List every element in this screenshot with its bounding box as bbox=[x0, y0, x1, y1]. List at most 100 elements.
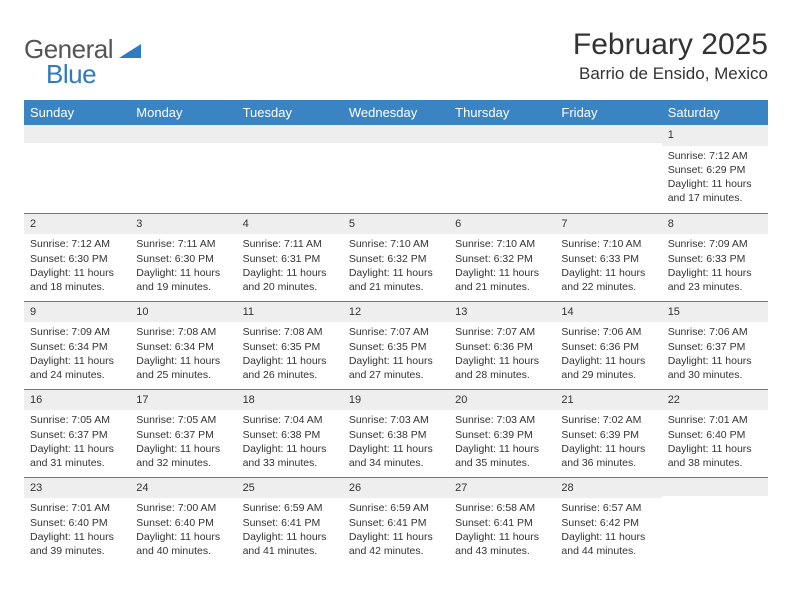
day-number: 26 bbox=[343, 478, 449, 499]
day-header-row: SundayMondayTuesdayWednesdayThursdayFrid… bbox=[24, 100, 768, 125]
day-number: 28 bbox=[555, 478, 661, 499]
day-cell: 25Sunrise: 6:59 AMSunset: 6:41 PMDayligh… bbox=[237, 477, 343, 565]
day-detail: Sunrise: 7:03 AMSunset: 6:39 PMDaylight:… bbox=[449, 410, 555, 476]
day-cell: 12Sunrise: 7:07 AMSunset: 6:35 PMDayligh… bbox=[343, 301, 449, 389]
day-detail: Sunrise: 7:09 AMSunset: 6:33 PMDaylight:… bbox=[662, 234, 768, 300]
day-cell: 26Sunrise: 6:59 AMSunset: 6:41 PMDayligh… bbox=[343, 477, 449, 565]
day-detail: Sunrise: 7:02 AMSunset: 6:39 PMDaylight:… bbox=[555, 410, 661, 476]
day-cell: 20Sunrise: 7:03 AMSunset: 6:39 PMDayligh… bbox=[449, 389, 555, 477]
day-header: Sunday bbox=[24, 100, 130, 125]
week-row: 16Sunrise: 7:05 AMSunset: 6:37 PMDayligh… bbox=[24, 389, 768, 477]
day-cell: 24Sunrise: 7:00 AMSunset: 6:40 PMDayligh… bbox=[130, 477, 236, 565]
day-number: 13 bbox=[449, 302, 555, 323]
day-cell: 1Sunrise: 7:12 AMSunset: 6:29 PMDaylight… bbox=[662, 125, 768, 213]
day-number: 15 bbox=[662, 302, 768, 323]
day-detail: Sunrise: 7:06 AMSunset: 6:37 PMDaylight:… bbox=[662, 322, 768, 388]
day-number: 10 bbox=[130, 302, 236, 323]
day-cell: 19Sunrise: 7:03 AMSunset: 6:38 PMDayligh… bbox=[343, 389, 449, 477]
day-number: 25 bbox=[237, 478, 343, 499]
day-header: Monday bbox=[130, 100, 236, 125]
day-detail: Sunrise: 6:59 AMSunset: 6:41 PMDaylight:… bbox=[237, 498, 343, 564]
day-number: 12 bbox=[343, 302, 449, 323]
day-detail: Sunrise: 7:00 AMSunset: 6:40 PMDaylight:… bbox=[130, 498, 236, 564]
day-number bbox=[24, 125, 130, 143]
day-number: 6 bbox=[449, 214, 555, 235]
day-number: 18 bbox=[237, 390, 343, 411]
day-header: Friday bbox=[555, 100, 661, 125]
day-number: 11 bbox=[237, 302, 343, 323]
day-cell: 8Sunrise: 7:09 AMSunset: 6:33 PMDaylight… bbox=[662, 213, 768, 301]
day-detail: Sunrise: 7:05 AMSunset: 6:37 PMDaylight:… bbox=[24, 410, 130, 476]
day-cell: 21Sunrise: 7:02 AMSunset: 6:39 PMDayligh… bbox=[555, 389, 661, 477]
day-number: 27 bbox=[449, 478, 555, 499]
day-number: 24 bbox=[130, 478, 236, 499]
day-detail: Sunrise: 7:08 AMSunset: 6:34 PMDaylight:… bbox=[130, 322, 236, 388]
day-detail: Sunrise: 7:07 AMSunset: 6:35 PMDaylight:… bbox=[343, 322, 449, 388]
day-cell: 22Sunrise: 7:01 AMSunset: 6:40 PMDayligh… bbox=[662, 389, 768, 477]
logo-triangle-icon bbox=[119, 45, 141, 62]
day-number: 19 bbox=[343, 390, 449, 411]
day-header: Thursday bbox=[449, 100, 555, 125]
day-detail: Sunrise: 7:09 AMSunset: 6:34 PMDaylight:… bbox=[24, 322, 130, 388]
day-detail: Sunrise: 7:05 AMSunset: 6:37 PMDaylight:… bbox=[130, 410, 236, 476]
day-number bbox=[343, 125, 449, 143]
day-detail: Sunrise: 7:01 AMSunset: 6:40 PMDaylight:… bbox=[24, 498, 130, 564]
day-number: 21 bbox=[555, 390, 661, 411]
calendar-head: SundayMondayTuesdayWednesdayThursdayFrid… bbox=[24, 100, 768, 125]
day-number: 9 bbox=[24, 302, 130, 323]
day-number: 16 bbox=[24, 390, 130, 411]
day-detail: Sunrise: 6:57 AMSunset: 6:42 PMDaylight:… bbox=[555, 498, 661, 564]
logo: General Blue bbox=[24, 34, 141, 90]
day-cell: 16Sunrise: 7:05 AMSunset: 6:37 PMDayligh… bbox=[24, 389, 130, 477]
day-cell: 3Sunrise: 7:11 AMSunset: 6:30 PMDaylight… bbox=[130, 213, 236, 301]
day-detail: Sunrise: 7:10 AMSunset: 6:32 PMDaylight:… bbox=[343, 234, 449, 300]
logo-text-blue: Blue bbox=[46, 59, 141, 90]
day-number: 20 bbox=[449, 390, 555, 411]
day-cell: 18Sunrise: 7:04 AMSunset: 6:38 PMDayligh… bbox=[237, 389, 343, 477]
calendar-table: SundayMondayTuesdayWednesdayThursdayFrid… bbox=[24, 100, 768, 565]
day-cell: 6Sunrise: 7:10 AMSunset: 6:32 PMDaylight… bbox=[449, 213, 555, 301]
day-detail: Sunrise: 6:59 AMSunset: 6:41 PMDaylight:… bbox=[343, 498, 449, 564]
day-header: Saturday bbox=[662, 100, 768, 125]
day-cell: 4Sunrise: 7:11 AMSunset: 6:31 PMDaylight… bbox=[237, 213, 343, 301]
week-row: 9Sunrise: 7:09 AMSunset: 6:34 PMDaylight… bbox=[24, 301, 768, 389]
day-detail: Sunrise: 7:11 AMSunset: 6:31 PMDaylight:… bbox=[237, 234, 343, 300]
calendar-page: General Blue February 2025 Barrio de Ens… bbox=[0, 0, 792, 585]
day-header: Tuesday bbox=[237, 100, 343, 125]
day-cell: 7Sunrise: 7:10 AMSunset: 6:33 PMDaylight… bbox=[555, 213, 661, 301]
day-detail: Sunrise: 7:01 AMSunset: 6:40 PMDaylight:… bbox=[662, 410, 768, 476]
day-detail: Sunrise: 7:10 AMSunset: 6:33 PMDaylight:… bbox=[555, 234, 661, 300]
day-number bbox=[130, 125, 236, 143]
day-number: 22 bbox=[662, 390, 768, 411]
day-cell: 14Sunrise: 7:06 AMSunset: 6:36 PMDayligh… bbox=[555, 301, 661, 389]
day-number bbox=[449, 125, 555, 143]
day-cell: 9Sunrise: 7:09 AMSunset: 6:34 PMDaylight… bbox=[24, 301, 130, 389]
empty-cell bbox=[24, 125, 130, 213]
day-number: 8 bbox=[662, 214, 768, 235]
empty-cell bbox=[555, 125, 661, 213]
day-header: Wednesday bbox=[343, 100, 449, 125]
day-number bbox=[555, 125, 661, 143]
day-detail: Sunrise: 7:11 AMSunset: 6:30 PMDaylight:… bbox=[130, 234, 236, 300]
day-number bbox=[237, 125, 343, 143]
day-detail: Sunrise: 7:08 AMSunset: 6:35 PMDaylight:… bbox=[237, 322, 343, 388]
title-block: February 2025 Barrio de Ensido, Mexico bbox=[573, 28, 768, 84]
day-cell: 2Sunrise: 7:12 AMSunset: 6:30 PMDaylight… bbox=[24, 213, 130, 301]
day-number: 2 bbox=[24, 214, 130, 235]
calendar-body: 1Sunrise: 7:12 AMSunset: 6:29 PMDaylight… bbox=[24, 125, 768, 565]
location: Barrio de Ensido, Mexico bbox=[573, 64, 768, 84]
week-row: 2Sunrise: 7:12 AMSunset: 6:30 PMDaylight… bbox=[24, 213, 768, 301]
day-cell: 23Sunrise: 7:01 AMSunset: 6:40 PMDayligh… bbox=[24, 477, 130, 565]
day-cell: 10Sunrise: 7:08 AMSunset: 6:34 PMDayligh… bbox=[130, 301, 236, 389]
day-cell: 5Sunrise: 7:10 AMSunset: 6:32 PMDaylight… bbox=[343, 213, 449, 301]
day-detail: Sunrise: 7:12 AMSunset: 6:29 PMDaylight:… bbox=[662, 146, 768, 212]
day-number: 23 bbox=[24, 478, 130, 499]
logo-text-wrap: General Blue bbox=[24, 34, 141, 90]
day-number: 17 bbox=[130, 390, 236, 411]
day-detail: Sunrise: 7:12 AMSunset: 6:30 PMDaylight:… bbox=[24, 234, 130, 300]
month-title: February 2025 bbox=[573, 28, 768, 62]
empty-cell bbox=[343, 125, 449, 213]
day-number: 7 bbox=[555, 214, 661, 235]
day-number: 1 bbox=[662, 125, 768, 146]
day-detail: Sunrise: 7:07 AMSunset: 6:36 PMDaylight:… bbox=[449, 322, 555, 388]
